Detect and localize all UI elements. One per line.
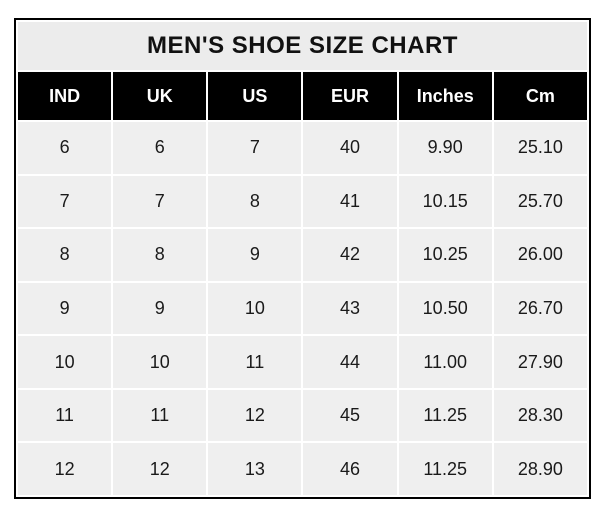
table-cell: 42 xyxy=(303,229,397,281)
table-cell: 7 xyxy=(113,175,207,228)
table-cell: 45 xyxy=(303,389,397,442)
title-row: MEN'S SHOE SIZE CHART xyxy=(18,22,587,70)
table-cell: 13 xyxy=(208,443,302,495)
table-row: 11 11 12 45 11.25 28.30 xyxy=(18,389,587,442)
table-cell: 27.90 xyxy=(493,336,587,388)
shoe-size-chart-frame: MEN'S SHOE SIZE CHART IND UK US EUR Inches Cm… xyxy=(14,18,591,499)
table-cell: 10 xyxy=(113,336,207,388)
column-header-ind: IND xyxy=(18,72,112,120)
table-cell: 6 xyxy=(113,122,207,174)
table-cell: 10 xyxy=(18,336,112,388)
table-cell: 10.25 xyxy=(398,229,492,281)
table-cell: 10 xyxy=(208,282,302,335)
table-cell: 9 xyxy=(208,229,302,281)
table-cell: 11.25 xyxy=(398,443,492,495)
table-cell: 10.50 xyxy=(398,282,492,335)
table-cell: 10.15 xyxy=(398,175,492,228)
table-cell: 12 xyxy=(18,443,112,495)
table-body: 6 6 7 40 9.90 25.10 7 7 8 41 10.15 25.70 8 8 9 42 10.25 2… xyxy=(18,122,587,495)
table-cell: 11 xyxy=(208,336,302,388)
table-cell: 9 xyxy=(113,282,207,335)
table-cell: 11.25 xyxy=(398,389,492,442)
shoe-size-chart-table: MEN'S SHOE SIZE CHART IND UK US EUR Inches Cm… xyxy=(16,20,589,497)
table-cell: 25.10 xyxy=(493,122,587,174)
table-cell: 25.70 xyxy=(493,175,587,228)
table-cell: 41 xyxy=(303,175,397,228)
table-cell: 8 xyxy=(208,175,302,228)
table-cell: 40 xyxy=(303,122,397,174)
table-row: 6 6 7 40 9.90 25.10 xyxy=(18,122,587,174)
table-cell: 9 xyxy=(18,282,112,335)
table-cell: 6 xyxy=(18,122,112,174)
table-head: MEN'S SHOE SIZE CHART IND UK US EUR Inches Cm xyxy=(18,22,587,120)
table-cell: 43 xyxy=(303,282,397,335)
table-cell: 28.30 xyxy=(493,389,587,442)
column-header-inches: Inches xyxy=(398,72,492,120)
table-cell: 11 xyxy=(18,389,112,442)
table-cell: 12 xyxy=(113,443,207,495)
table-cell: 8 xyxy=(18,229,112,281)
table-row: 10 10 11 44 11.00 27.90 xyxy=(18,336,587,388)
table-cell: 11 xyxy=(113,389,207,442)
column-header-us: US xyxy=(208,72,302,120)
table-row: 8 8 9 42 10.25 26.00 xyxy=(18,229,587,281)
chart-title: MEN'S SHOE SIZE CHART xyxy=(18,22,587,70)
table-cell: 12 xyxy=(208,389,302,442)
table-row: 7 7 8 41 10.15 25.70 xyxy=(18,175,587,228)
table-cell: 9.90 xyxy=(398,122,492,174)
table-cell: 7 xyxy=(18,175,112,228)
table-cell: 26.70 xyxy=(493,282,587,335)
table-cell: 7 xyxy=(208,122,302,174)
table-cell: 8 xyxy=(113,229,207,281)
table-cell: 11.00 xyxy=(398,336,492,388)
table-cell: 46 xyxy=(303,443,397,495)
column-header-eur: EUR xyxy=(303,72,397,120)
table-cell: 28.90 xyxy=(493,443,587,495)
column-header-uk: UK xyxy=(113,72,207,120)
header-row: IND UK US EUR Inches Cm xyxy=(18,72,587,120)
table-row: 9 9 10 43 10.50 26.70 xyxy=(18,282,587,335)
column-header-cm: Cm xyxy=(493,72,587,120)
table-cell: 26.00 xyxy=(493,229,587,281)
table-cell: 44 xyxy=(303,336,397,388)
table-row: 12 12 13 46 11.25 28.90 xyxy=(18,443,587,495)
